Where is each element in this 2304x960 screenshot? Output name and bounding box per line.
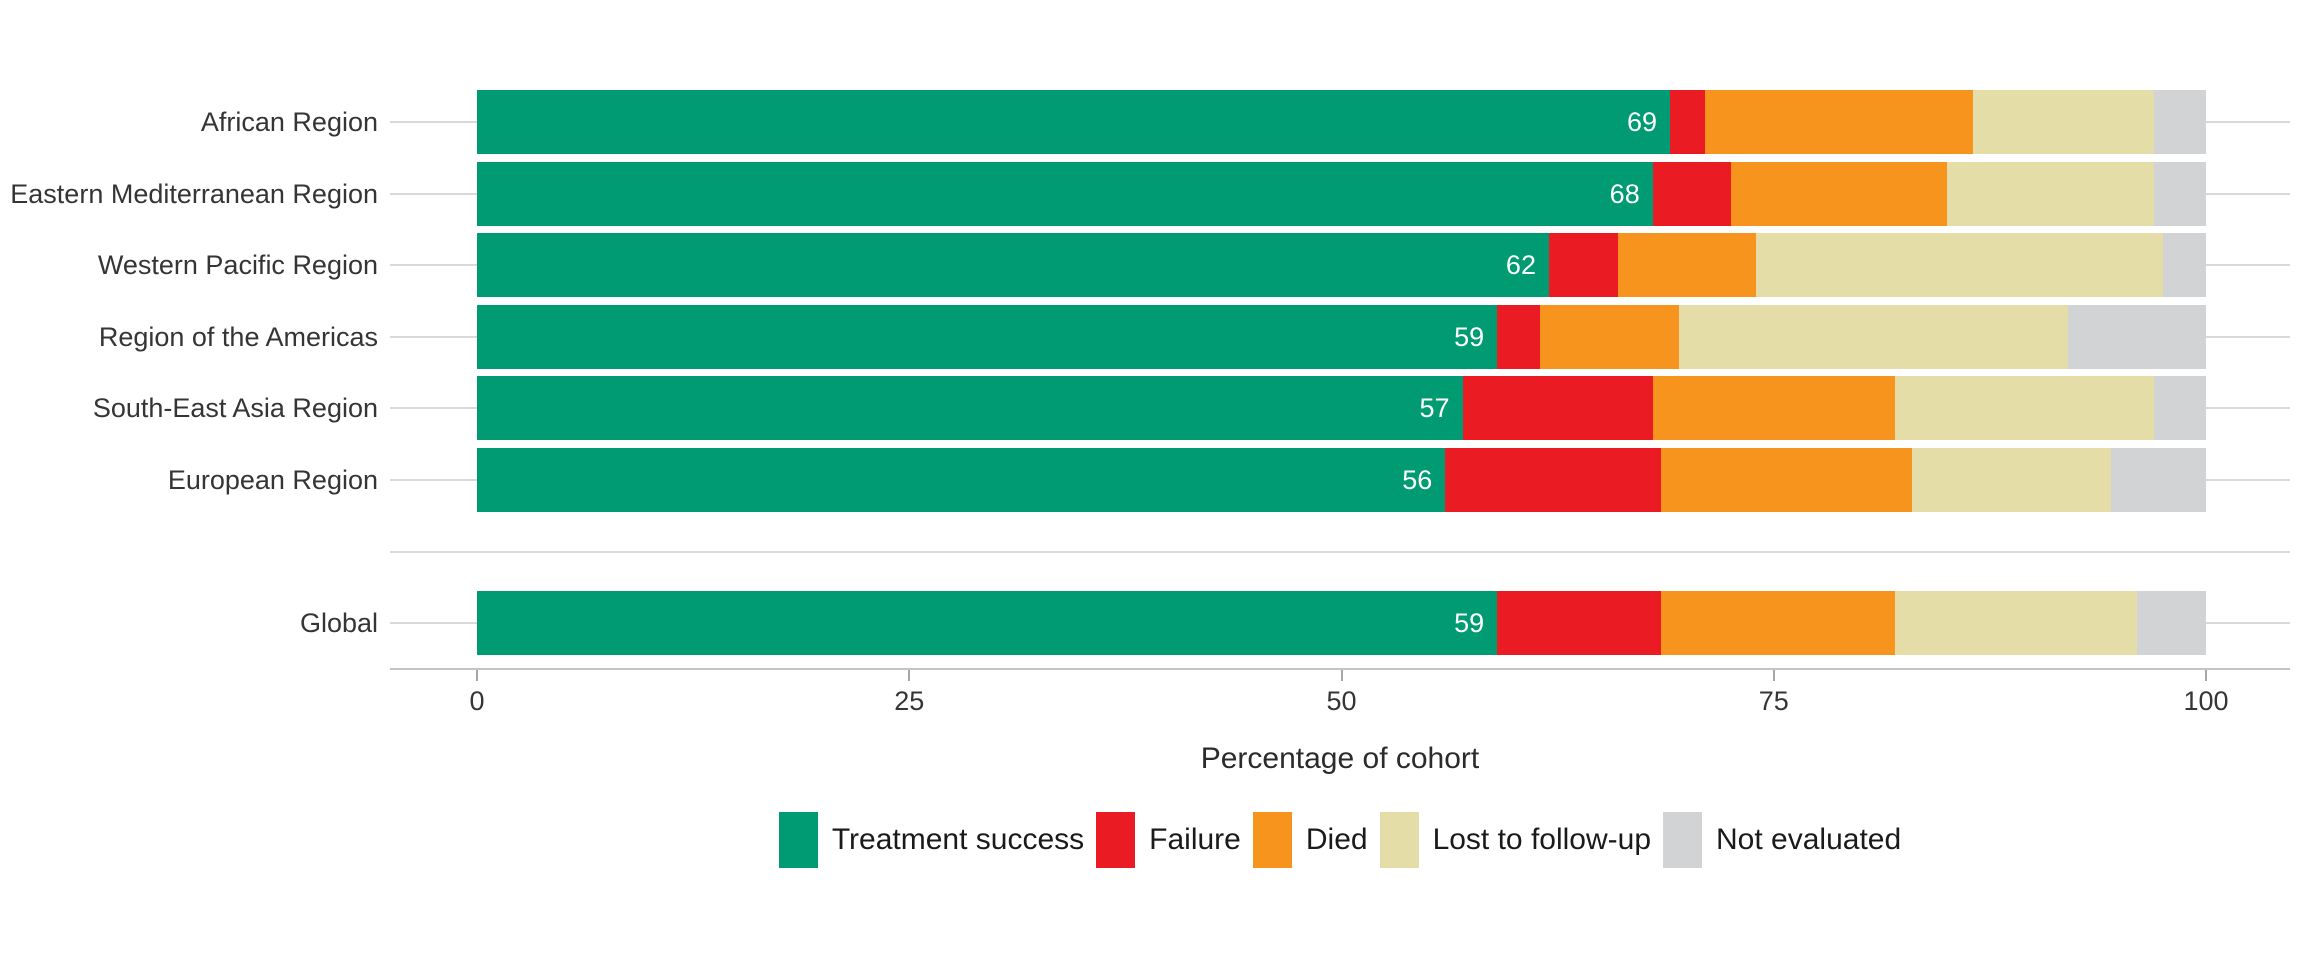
x-tick-label: 100 <box>2183 686 2229 716</box>
x-tick-mark <box>1772 670 1775 681</box>
category-label-western-pacific-region: Western Pacific Region <box>97 250 378 281</box>
stacked-bar-region-of-the-americas: 59 <box>477 304 2206 369</box>
segment-failure <box>1497 304 1541 369</box>
stacked-bar-eastern-mediterranean-region: 68 <box>477 161 2206 226</box>
segment-lost-to-follow-up <box>1894 591 2137 656</box>
legend: Treatment success Failure Died Lost to foll… <box>390 812 2290 868</box>
stacked-bar-south-east-asia-region: 57 <box>477 376 2206 441</box>
x-tick-label: 75 <box>1758 686 1789 716</box>
stacked-bar-african-region: 69 <box>477 90 2206 154</box>
segment-died <box>1661 448 1913 512</box>
x-axis-title: Percentage of cohort <box>1200 742 1480 775</box>
bar-value-label: 59 <box>1454 608 1485 639</box>
gridline <box>390 550 2290 553</box>
category-label-european-region: European Region <box>167 465 378 495</box>
segment-not-evaluated <box>2067 304 2206 369</box>
legend-swatch-died <box>1252 812 1292 868</box>
x-tick-mark <box>2205 670 2207 681</box>
segment-not-evaluated <box>2136 591 2206 656</box>
category-label-south-east-asia-region: South-East Asia Region <box>92 393 378 424</box>
legend-label: Failure <box>1149 823 1241 856</box>
segment-failure <box>1462 376 1653 441</box>
legend-item-lost-to-follow-up: Lost to follow-up <box>1379 812 1652 868</box>
segment-treatment-success: 57 <box>477 376 1463 441</box>
segment-lost-to-follow-up <box>1756 233 2163 298</box>
x-tick-mark <box>476 670 478 681</box>
segment-not-evaluated <box>2154 90 2206 154</box>
x-tick-label: 25 <box>894 686 925 716</box>
segment-died <box>1704 90 1973 154</box>
x-tick-label: 50 <box>1326 686 1357 716</box>
segment-lost-to-follow-up <box>1678 304 2068 369</box>
legend-item-treatment-success: Treatment success <box>778 812 1085 868</box>
segment-lost-to-follow-up <box>1894 376 2155 441</box>
legend-swatch-not-evaluated <box>1663 812 1703 868</box>
legend-label: Lost to follow-up <box>1432 823 1652 856</box>
segment-not-evaluated <box>2162 233 2206 298</box>
bar-value-label: 62 <box>1505 250 1536 281</box>
segment-died <box>1652 376 1895 441</box>
bar-value-label: 59 <box>1454 321 1485 352</box>
segment-failure <box>1652 161 1731 226</box>
bar-value-label: 68 <box>1609 178 1640 209</box>
segment-treatment-success: 59 <box>477 591 1498 656</box>
segment-treatment-success: 68 <box>477 161 1653 226</box>
segment-died <box>1540 304 1679 369</box>
legend-label: Died <box>1305 823 1368 856</box>
segment-treatment-success: 56 <box>477 448 1446 512</box>
legend-swatch-lost-to-follow-up <box>1379 812 1419 868</box>
segment-died <box>1661 591 1895 656</box>
legend-item-died: Died <box>1252 812 1368 868</box>
legend-item-not-evaluated: Not evaluated <box>1663 812 1901 868</box>
stacked-bar-global: 59 <box>477 591 2206 656</box>
segment-failure <box>1548 233 1619 298</box>
category-label-african-region: African Region <box>200 107 378 137</box>
bar-value-label: 57 <box>1419 393 1450 424</box>
bar-value-label: 69 <box>1626 107 1657 137</box>
segment-died <box>1730 161 1947 226</box>
x-tick-label: 0 <box>469 686 485 716</box>
segment-treatment-success: 59 <box>477 304 1498 369</box>
segment-failure <box>1445 448 1662 512</box>
category-label-eastern-mediterranean-region: Eastern Mediterranean Region <box>10 178 378 209</box>
legend-label: Treatment success <box>831 823 1085 856</box>
category-label-global: Global <box>299 608 378 639</box>
segment-treatment-success: 62 <box>477 233 1549 298</box>
legend-label: Not evaluated <box>1716 823 1902 856</box>
segment-lost-to-follow-up <box>1946 161 2155 226</box>
segment-treatment-success: 69 <box>477 90 1670 154</box>
x-tick-mark <box>1340 670 1343 681</box>
legend-swatch-treatment-success <box>778 812 818 868</box>
bar-value-label: 56 <box>1402 465 1433 495</box>
segment-lost-to-follow-up <box>1912 448 2111 512</box>
stacked-bar-western-pacific-region: 62 <box>477 233 2206 298</box>
legend-item-failure: Failure <box>1096 812 1241 868</box>
category-label-region-of-the-americas: Region of the Americas <box>98 321 378 352</box>
x-axis-line <box>390 668 2290 670</box>
legend-swatch-failure <box>1096 812 1136 868</box>
x-tick-mark <box>908 670 911 681</box>
segment-not-evaluated <box>2154 376 2206 441</box>
segment-not-evaluated <box>2154 161 2206 226</box>
segment-not-evaluated <box>2110 448 2206 512</box>
segment-failure <box>1497 591 1662 656</box>
segment-failure <box>1670 90 1705 154</box>
stacked-bar-european-region: 56 <box>477 448 2206 512</box>
segment-died <box>1618 233 1757 298</box>
segment-lost-to-follow-up <box>1972 90 2155 154</box>
